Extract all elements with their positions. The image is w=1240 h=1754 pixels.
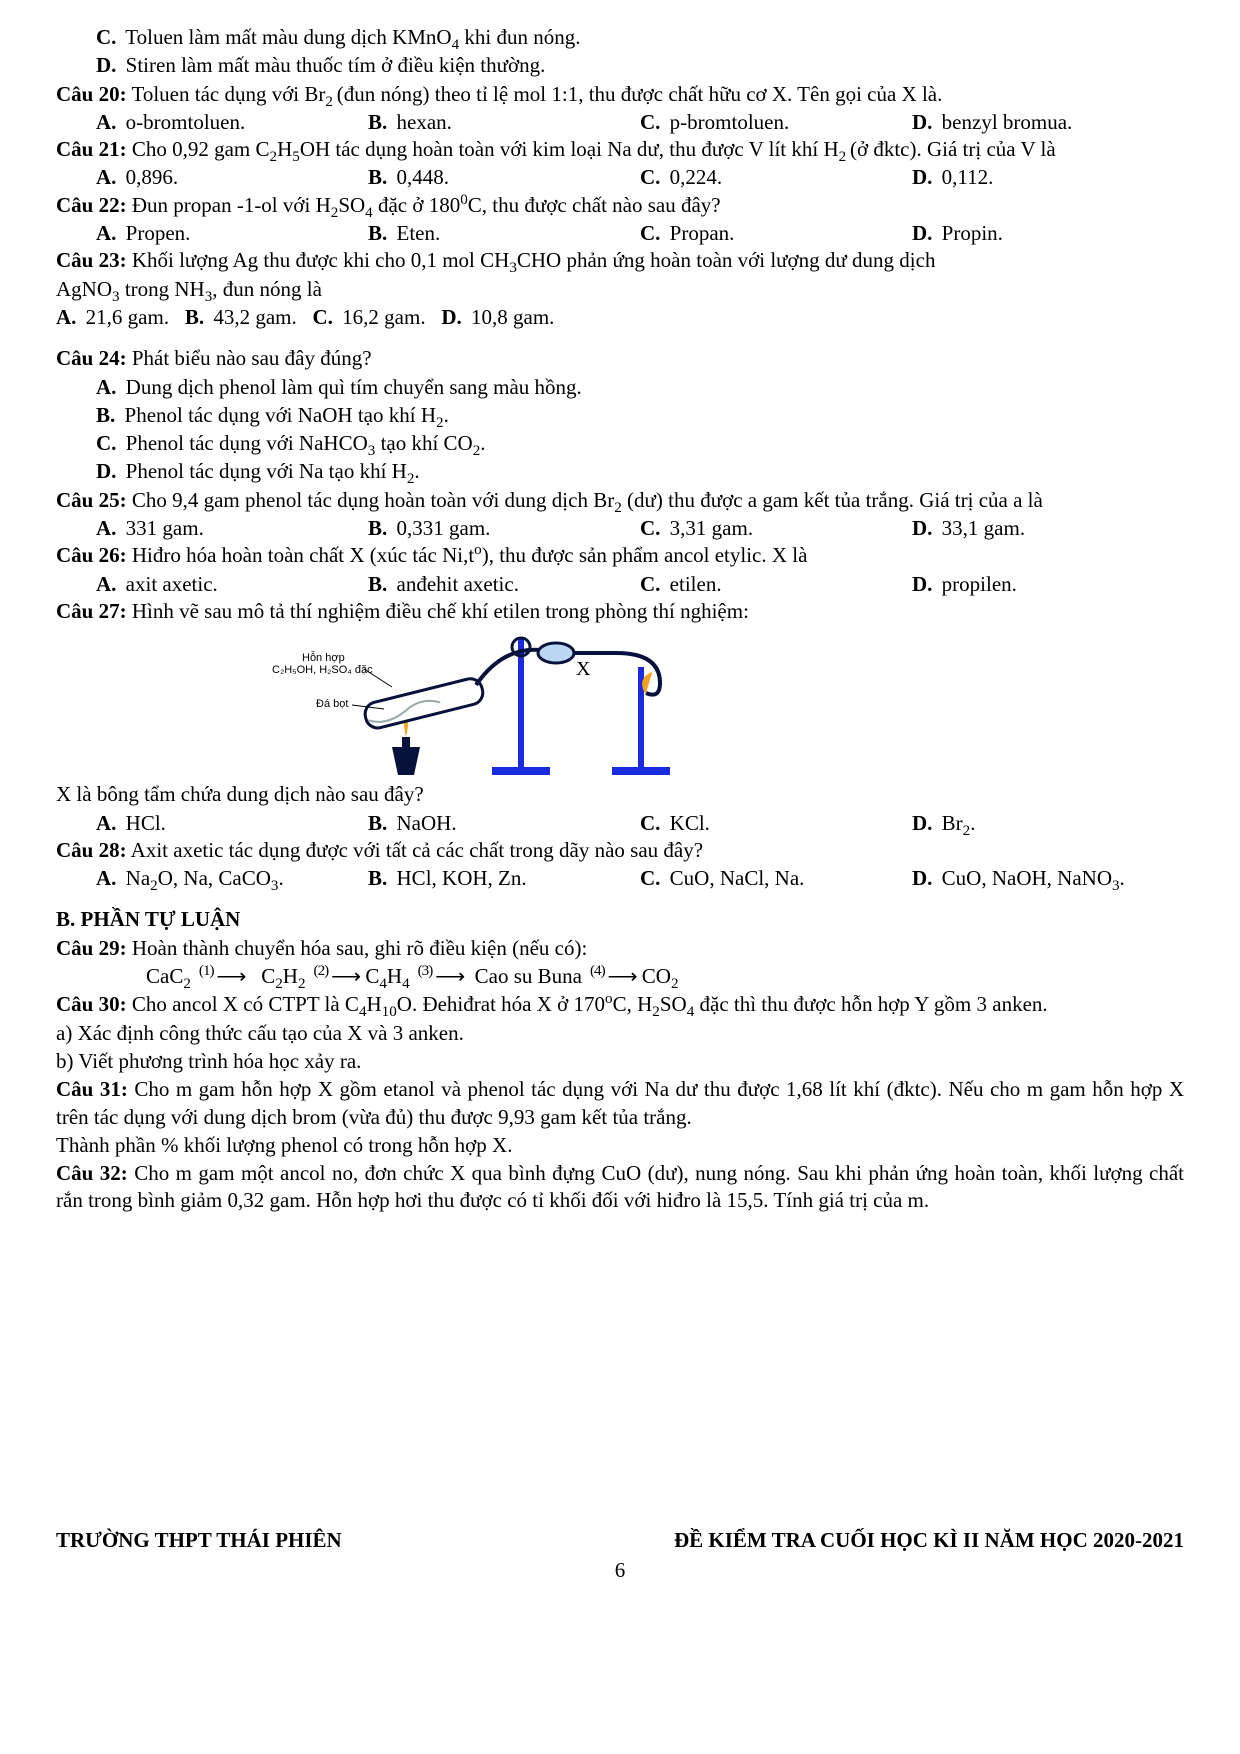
q21-D: D. 0,112.	[912, 164, 1184, 191]
q32-prompt: Câu 32: Cho m gam một ancol no, đơn chức…	[56, 1160, 1184, 1215]
q20-prompt: Câu 20: Toluen tác dụng với Br2 (đun nón…	[56, 81, 1184, 108]
q21-prompt: Câu 21: Cho 0,92 gam C2H5OH tác dụng hoà…	[56, 136, 1184, 163]
q25-A: A. 331 gam.	[96, 515, 368, 542]
q30-prompt: Câu 30: Cho ancol X có CTPT là C4H10O. Đ…	[56, 991, 1184, 1018]
q30-a: a) Xác định công thức cấu tạo của X và 3…	[56, 1020, 1184, 1047]
q29-prompt: Câu 29: Hoàn thành chuyển hóa sau, ghi r…	[56, 935, 1184, 962]
q-label: Câu 30:	[56, 992, 127, 1016]
q24-A: A. Dung dịch phenol làm quì tím chuyển s…	[56, 374, 1184, 401]
q27-B: B. NaOH.	[368, 810, 640, 837]
q26-B: B. anđehit axetic.	[368, 571, 640, 598]
q26-D: D. propilen.	[912, 571, 1184, 598]
q29-chain: CaC2 (1) ⟶ C2H2 (2) ⟶ C4H4 (3) ⟶ Cao su …	[56, 963, 1184, 990]
q24-C: C. Phenol tác dụng với NaHCO3 tạo khí CO…	[56, 430, 1184, 457]
q27-C: C. KCl.	[640, 810, 912, 837]
q-label: Câu 25:	[56, 488, 127, 512]
q25-prompt: Câu 25: Cho 9,4 gam phenol tác dụng hoàn…	[56, 487, 1184, 514]
q20-A: A. o-bromtoluen.	[96, 109, 368, 136]
q26-options: A. axit axetic. B. anđehit axetic. C. et…	[56, 571, 1184, 598]
q21-C: C. 0,224.	[640, 164, 912, 191]
text: Stiren làm mất màu thuốc tím ở điều kiện…	[126, 53, 546, 77]
q21-B: B. 0,448.	[368, 164, 640, 191]
q24-prompt: Câu 24: Phát biểu nào sau đây đúng?	[56, 345, 1184, 372]
q-label: Câu 24:	[56, 346, 127, 370]
q-label: Câu 20:	[56, 82, 127, 106]
q19-C: C. Toluen làm mất màu dung dịch KMnO4 kh…	[56, 24, 1184, 51]
q20-C: C. p-bromtoluen.	[640, 109, 912, 136]
q24-D: D. Phenol tác dụng với Na tạo khí H2.	[56, 458, 1184, 485]
footer-right: ĐỀ KIỂM TRA CUỐI HỌC KÌ II NĂM HỌC 2020-…	[674, 1527, 1184, 1554]
q28-D: D. CuO, NaOH, NaNO3.	[912, 865, 1184, 892]
q23-options: A. 21,6 gam. B. 43,2 gam. C. 16,2 gam. D…	[56, 304, 1184, 331]
opt-label: C.	[96, 25, 116, 49]
q22-B: B. Eten.	[368, 220, 640, 247]
q27-caption: X là bông tẩm chứa dung dịch nào sau đây…	[56, 781, 1184, 808]
q25-C: C. 3,31 gam.	[640, 515, 912, 542]
q27-A: A. HCl.	[96, 810, 368, 837]
q28-B: B. HCl, KOH, Zn.	[368, 865, 640, 892]
q-label: Câu 28:	[56, 838, 127, 862]
q20-options: A. o-bromtoluen. B. hexan. C. p-bromtolu…	[56, 109, 1184, 136]
svg-text:X: X	[576, 658, 591, 680]
q24-B: B. Phenol tác dụng với NaOH tạo khí H2.	[56, 402, 1184, 429]
q27-D: D. Br2.	[912, 810, 1184, 837]
q25-D: D. 33,1 gam.	[912, 515, 1184, 542]
q26-C: C. etilen.	[640, 571, 912, 598]
q-label: Câu 23:	[56, 248, 127, 272]
q20-B: B. hexan.	[368, 109, 640, 136]
q-label: Câu 22:	[56, 193, 127, 217]
q26-prompt: Câu 26: Hiđro hóa hoàn toàn chất X (xúc …	[56, 542, 1184, 569]
page-number: 6	[56, 1557, 1184, 1584]
q28-prompt: Câu 28: Axit axetic tác dụng được với tấ…	[56, 837, 1184, 864]
q19-D: D. Stiren làm mất màu thuốc tím ở điều k…	[56, 52, 1184, 79]
page-footer: TRƯỜNG THPT THÁI PHIÊN ĐỀ KIỂM TRA CUỐI …	[0, 1527, 1240, 1584]
q21-options: A. 0,896. B. 0,448. C. 0,224. D. 0,112.	[56, 164, 1184, 191]
q30-b: b) Viết phương trình hóa học xảy ra.	[56, 1048, 1184, 1075]
q22-D: D. Propin.	[912, 220, 1184, 247]
q31-line2: Thành phần % khối lượng phenol có trong …	[56, 1132, 1184, 1159]
q20-D: D. benzyl bromua.	[912, 109, 1184, 136]
footer-left: TRƯỜNG THPT THÁI PHIÊN	[56, 1527, 342, 1554]
q22-prompt: Câu 22: Đun propan -1-ol với H2SO4 đặc ở…	[56, 192, 1184, 219]
q28-C: C. CuO, NaCl, Na.	[640, 865, 912, 892]
q-label: Câu 26:	[56, 543, 127, 567]
q22-options: A. Propen. B. Eten. C. Propan. D. Propin…	[56, 220, 1184, 247]
q25-B: B. 0,331 gam.	[368, 515, 640, 542]
q22-A: A. Propen.	[96, 220, 368, 247]
q23-prompt-1: Câu 23: Khối lượng Ag thu được khi cho 0…	[56, 247, 1184, 274]
q28-A: A. Na2O, Na, CaCO3.	[96, 865, 368, 892]
q31-prompt: Câu 31: Cho m gam hỗn hợp X gồm etanol v…	[56, 1076, 1184, 1131]
section-B-heading: B. PHẦN TỰ LUẬN	[56, 906, 1184, 933]
opt-label: D.	[96, 53, 116, 77]
q27-options: A. HCl. B. NaOH. C. KCl. D. Br2.	[56, 810, 1184, 837]
q-label: Câu 29:	[56, 936, 127, 960]
q-label: Câu 21:	[56, 137, 127, 161]
svg-text:Hỗn hợp: Hỗn hợp	[302, 651, 345, 664]
svg-text:Đá bọt: Đá bọt	[316, 698, 348, 710]
q28-options: A. Na2O, Na, CaCO3. B. HCl, KOH, Zn. C. …	[56, 865, 1184, 892]
q-label: Câu 27:	[56, 599, 127, 623]
q26-A: A. axit axetic.	[96, 571, 368, 598]
q-label: Câu 31:	[56, 1077, 128, 1101]
svg-text:C₂H₅OH, H₂SO₄ đặc: C₂H₅OH, H₂SO₄ đặc	[272, 664, 373, 676]
experiment-diagram: Hỗn hợp C₂H₅OH, H₂SO₄ đặc Đá bọt X	[256, 629, 676, 779]
q23-prompt-2: AgNO3 trong NH3, đun nóng là	[56, 276, 1184, 303]
q25-options: A. 331 gam. B. 0,331 gam. C. 3,31 gam. D…	[56, 515, 1184, 542]
q-label: Câu 32:	[56, 1161, 128, 1185]
q27-prompt: Câu 27: Hình vẽ sau mô tả thí nghiệm điề…	[56, 598, 1184, 625]
q22-C: C. Propan.	[640, 220, 912, 247]
q21-A: A. 0,896.	[96, 164, 368, 191]
